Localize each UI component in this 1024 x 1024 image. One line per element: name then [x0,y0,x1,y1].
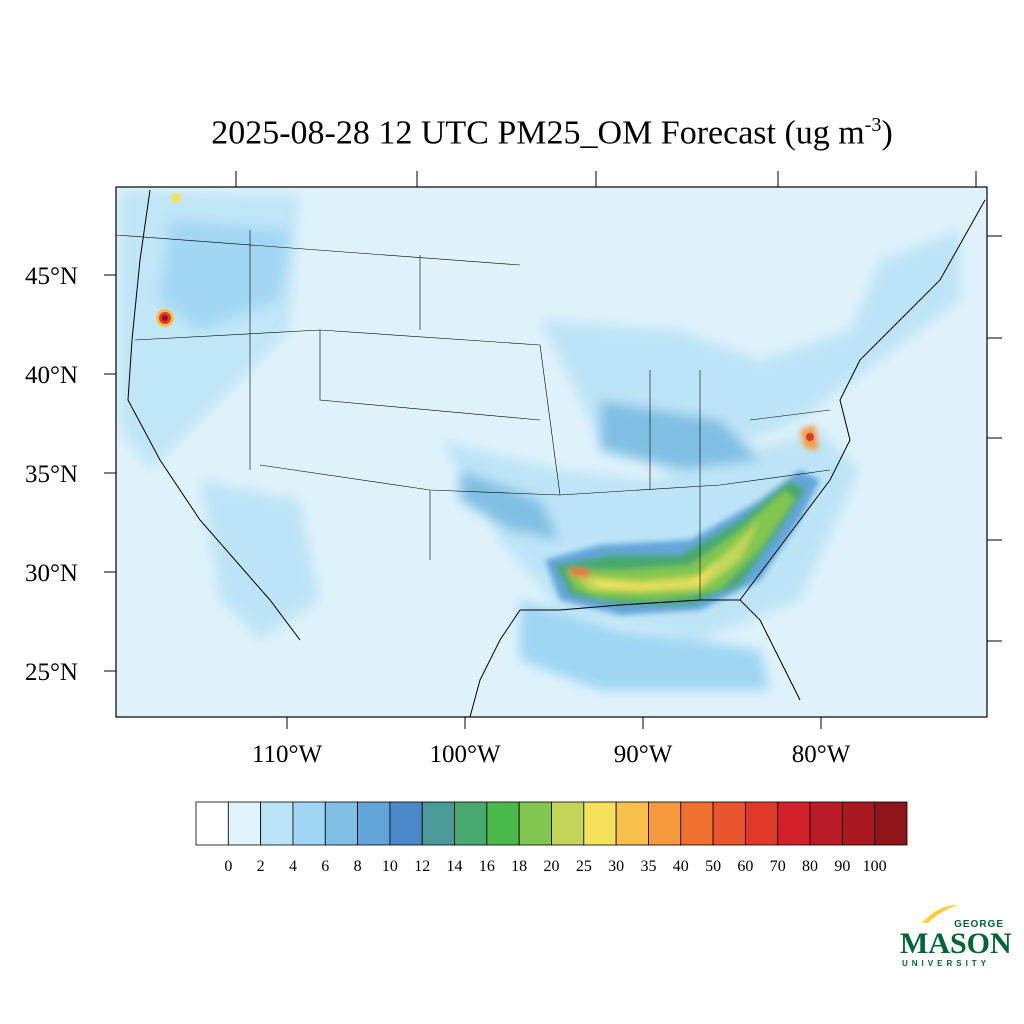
lon-label: 110°W [252,741,323,768]
colorbar-swatch [841,801,876,846]
colorbar-label: 30 [608,858,624,875]
colorbar-label: 8 [354,858,362,875]
gmu-logo: GEORGE MASON UNIVERSITY [898,903,1012,973]
colorbar-swatch [551,801,585,846]
latitude-labels: 45°N 40°N 35°N 30°N 25°N [25,263,78,686]
colorbar-label: 2 [257,858,265,875]
colorbar-label: 18 [511,858,527,875]
state-borders [116,230,831,600]
colorbar-label: 25 [576,858,592,875]
title-close: ) [881,114,893,152]
colorbar-swatch [421,801,455,846]
colorbar-swatch [260,801,294,846]
lat-label: 40°N [25,362,78,389]
map-frame [115,186,988,718]
colorbar-label: 90 [834,858,850,875]
logo-swoosh-icon [922,905,958,923]
map-field [116,187,987,717]
title-superscript: -3 [864,114,882,136]
colorbar-swatch [324,801,358,846]
coastlines [127,189,986,717]
colorbar-swatch [389,801,423,846]
colorbar-swatch [583,801,617,846]
colorbar-swatch [712,801,746,846]
colorbar-label: 0 [224,858,232,875]
colorbar-swatch [745,801,779,846]
colorbar-label: 80 [802,858,818,875]
concentration-field-low [120,190,960,690]
colorbar-label: 50 [705,858,721,875]
colorbar-swatch [357,801,391,846]
axis-ticks [104,171,1002,729]
colorbar-swatch [680,801,714,846]
colorbar-label: 12 [414,858,430,875]
colorbar-swatch [615,801,649,846]
colorbar-swatch [809,801,843,846]
colorbar-label: 20 [544,858,560,875]
lon-label: 90°W [614,741,673,768]
colorbar-swatch [874,801,908,846]
colorbar-label: 14 [447,858,463,875]
colorbar-label: 16 [479,858,495,875]
lon-label: 100°W [429,741,500,768]
lon-label: 80°W [792,741,851,768]
colorbar-label: 6 [321,858,329,875]
logo-university: UNIVERSITY [902,959,991,968]
colorbar-swatch [227,801,262,846]
lat-label: 25°N [25,659,78,686]
logo-mason: MASON [900,927,1012,960]
logo-george: GEORGE [954,919,1004,930]
colorbar-label: 10 [382,858,398,875]
colorbar-swatch [195,801,229,846]
colorbar-swatch [777,801,811,846]
map-title: 2025-08-28 12 UTC PM25_OM Forecast (ug m… [0,114,1024,152]
fire-hotspot [156,193,814,441]
colorbar-label: 60 [737,858,753,875]
colorbar-label: 4 [289,858,297,875]
colorbar-swatch [648,801,682,846]
colorbar-swatch [292,801,326,846]
colorbar-swatch [454,801,488,846]
colorbar-swatch [518,801,552,846]
colorbar-label: 35 [640,858,656,875]
lat-label: 30°N [25,560,78,587]
longitude-labels: 110°W 100°W 90°W 80°W [252,741,851,768]
colorbar: 0 2 4 6 8 10 12 14 16 18 20 25 30 35 40 50 60 70 80 90 100 [195,801,908,875]
colorbar-label: 40 [673,858,689,875]
colorbar-label: 100 [863,858,887,875]
concentration-field-high [545,425,820,615]
colorbar-swatch [486,801,520,846]
lat-label: 45°N [25,263,78,290]
colorbar-label: 70 [770,858,786,875]
lat-label: 35°N [25,461,78,488]
title-main: 2025-08-28 12 UTC PM25_OM Forecast (ug m [211,114,865,152]
